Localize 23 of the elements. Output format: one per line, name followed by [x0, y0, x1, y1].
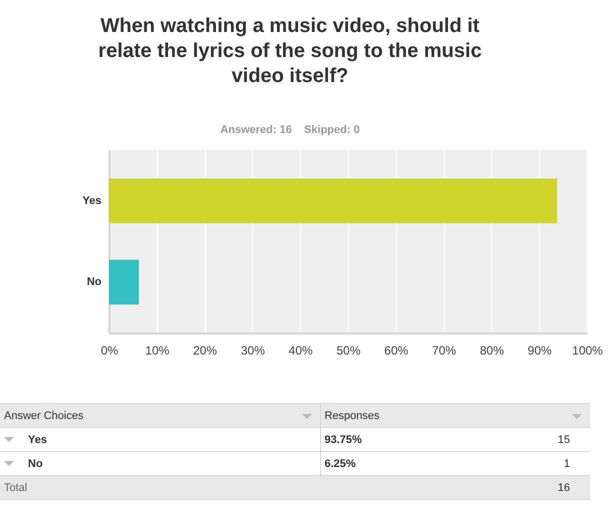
text: 16 [520, 476, 590, 500]
text: 15 [520, 428, 590, 452]
text: 93.75% [320, 428, 520, 452]
x-tick-label: 100% [572, 344, 604, 358]
x-tick-label: 30% [240, 344, 266, 358]
x-tick-label: 0% [100, 344, 118, 358]
chart-subtitle: Answered: 16 Skipped: 0 [219, 124, 361, 136]
text: 6.25% [320, 452, 520, 476]
x-tick-label: 80% [480, 344, 504, 358]
x-tick-label: 70% [432, 344, 456, 358]
x-tick-label: 50% [336, 344, 361, 358]
text: Answer Choices [0, 404, 320, 428]
text: Total [0, 476, 520, 500]
chart-title: When watching a music video, should it relate the lyrics of the song to the music video itself? [97, 14, 483, 89]
text: 1 [520, 452, 590, 476]
category-label: Yes [28, 434, 47, 446]
x-tick-label: 90% [528, 344, 552, 358]
text: Responses [320, 404, 590, 428]
x-tick-label: 20% [193, 344, 218, 358]
category-label: No [28, 458, 43, 470]
x-tick-label: 40% [288, 344, 314, 358]
x-tick-label: 60% [384, 344, 409, 358]
x-tick-label: 10% [145, 344, 170, 358]
